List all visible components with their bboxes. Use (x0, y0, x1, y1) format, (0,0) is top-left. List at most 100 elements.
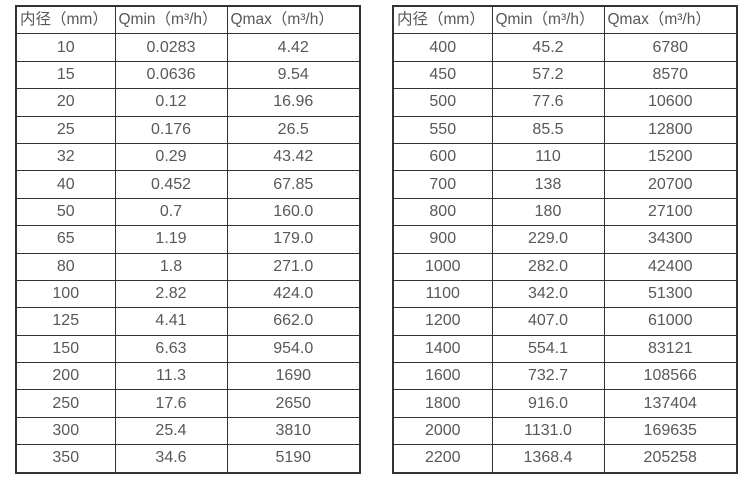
table-cell: 732.7 (491, 362, 605, 391)
table-row: 15 0.0636 9.54 (15, 60, 361, 90)
table-cell: 0.7 (114, 197, 228, 227)
table-cell: 50 (15, 197, 116, 227)
table-body: 400 45.2 6780 450 57.2 8570 500 77.6 10600 550 85.… (392, 33, 738, 474)
table-cell: 800 (392, 197, 493, 227)
table-cell: 16.96 (226, 88, 361, 117)
table-row: 250 17.6 2650 (15, 389, 361, 418)
table-cell: 200 (15, 362, 116, 391)
table-cell: 424.0 (226, 279, 361, 309)
table-cell: 407.0 (491, 307, 605, 336)
table-cell: 1368.4 (491, 444, 605, 474)
table-row: 800 180 27100 (392, 197, 738, 227)
table-row: 1200 407.0 61000 (392, 307, 738, 336)
table-cell: 342.0 (491, 279, 605, 309)
table-row: 125 4.41 662.0 (15, 307, 361, 336)
table-cell: 1800 (392, 389, 493, 418)
table-row: 150 6.63 954.0 (15, 334, 361, 364)
table-row: 550 85.5 12800 (392, 115, 738, 144)
table-row: 300 25.4 3810 (15, 416, 361, 446)
table-cell: 6780 (603, 33, 738, 62)
table-cell: 9.54 (226, 60, 361, 90)
table-cell: 3810 (226, 416, 361, 446)
table-row: 65 1.19 179.0 (15, 225, 361, 254)
table-cell: 150 (15, 334, 116, 364)
table-row: 10 0.0283 4.42 (15, 33, 361, 62)
table-cell: 229.0 (491, 225, 605, 254)
table-row: 100 2.82 424.0 (15, 279, 361, 309)
table-cell: 32 (15, 142, 116, 172)
table-cell: 0.452 (114, 170, 228, 199)
table-cell: 20 (15, 88, 116, 117)
table-cell: 1.19 (114, 225, 228, 254)
table-cell: 550 (392, 115, 493, 144)
table-cell: 25.4 (114, 416, 228, 446)
table-cell: 25 (15, 115, 116, 144)
table-cell: 1131.0 (491, 416, 605, 446)
table-cell: 43.42 (226, 142, 361, 172)
table-cell: 5190 (226, 444, 361, 474)
table-cell: 26.5 (226, 115, 361, 144)
table-cell: 250 (15, 389, 116, 418)
table-row: 1800 916.0 137404 (392, 389, 738, 418)
table-cell: 11.3 (114, 362, 228, 391)
table-cell: 600 (392, 142, 493, 172)
table-cell: 83121 (603, 334, 738, 364)
table-cell: 554.1 (491, 334, 605, 364)
table-cell: 0.0283 (114, 33, 228, 62)
table-row: 80 1.8 271.0 (15, 252, 361, 281)
table-cell: 67.85 (226, 170, 361, 199)
table-cell: 450 (392, 60, 493, 90)
table-cell: 1100 (392, 279, 493, 309)
table-cell: 110 (491, 142, 605, 172)
table-cell: 180 (491, 197, 605, 227)
table-row: 200 11.3 1690 (15, 362, 361, 391)
table-cell: 179.0 (226, 225, 361, 254)
table-row: 600 110 15200 (392, 142, 738, 172)
table-body: 10 0.0283 4.42 15 0.0636 9.54 20 0.12 16.96 25 0.1… (15, 33, 361, 474)
table-cell: 0.0636 (114, 60, 228, 90)
table-cell: 10 (15, 33, 116, 62)
table-cell: 15 (15, 60, 116, 90)
flow-table-small-diameters: 内径（mm） Qmin（m³/h） Qmax（m³/h） 10 0.0283 4.4… (15, 5, 361, 474)
col-header-inner-diameter: 内径（mm） (15, 5, 116, 35)
table-cell: 0.12 (114, 88, 228, 117)
table-cell: 27100 (603, 197, 738, 227)
table-cell: 500 (392, 88, 493, 117)
table-cell: 1690 (226, 362, 361, 391)
table-row: 50 0.7 160.0 (15, 197, 361, 227)
header-row: 内径（mm） Qmin（m³/h） Qmax（m³/h） (392, 5, 738, 35)
table-row: 900 229.0 34300 (392, 225, 738, 254)
table-row: 700 138 20700 (392, 170, 738, 199)
table-cell: 271.0 (226, 252, 361, 281)
table-cell: 1600 (392, 362, 493, 391)
table-cell: 20700 (603, 170, 738, 199)
col-header-qmin: Qmin（m³/h） (114, 5, 228, 35)
table-cell: 85.5 (491, 115, 605, 144)
header-row: 内径（mm） Qmin（m³/h） Qmax（m³/h） (15, 5, 361, 35)
table-cell: 1.8 (114, 252, 228, 281)
table-cell: 350 (15, 444, 116, 474)
col-header-qmin: Qmin（m³/h） (491, 5, 605, 35)
table-row: 2000 1131.0 169635 (392, 416, 738, 446)
table-cell: 700 (392, 170, 493, 199)
table-row: 20 0.12 16.96 (15, 88, 361, 117)
table-cell: 10600 (603, 88, 738, 117)
table-cell: 1400 (392, 334, 493, 364)
table-row: 1600 732.7 108566 (392, 362, 738, 391)
table-cell: 40 (15, 170, 116, 199)
table-cell: 0.29 (114, 142, 228, 172)
table-cell: 34300 (603, 225, 738, 254)
table-row: 32 0.29 43.42 (15, 142, 361, 172)
col-header-qmax: Qmax（m³/h） (226, 5, 361, 35)
table-row: 1400 554.1 83121 (392, 334, 738, 364)
table-row: 1100 342.0 51300 (392, 279, 738, 309)
table-cell: 12800 (603, 115, 738, 144)
table-cell: 1000 (392, 252, 493, 281)
table-cell: 205258 (603, 444, 738, 474)
table-cell: 282.0 (491, 252, 605, 281)
table-cell: 8570 (603, 60, 738, 90)
table-cell: 137404 (603, 389, 738, 418)
table-cell: 400 (392, 33, 493, 62)
table-cell: 1200 (392, 307, 493, 336)
